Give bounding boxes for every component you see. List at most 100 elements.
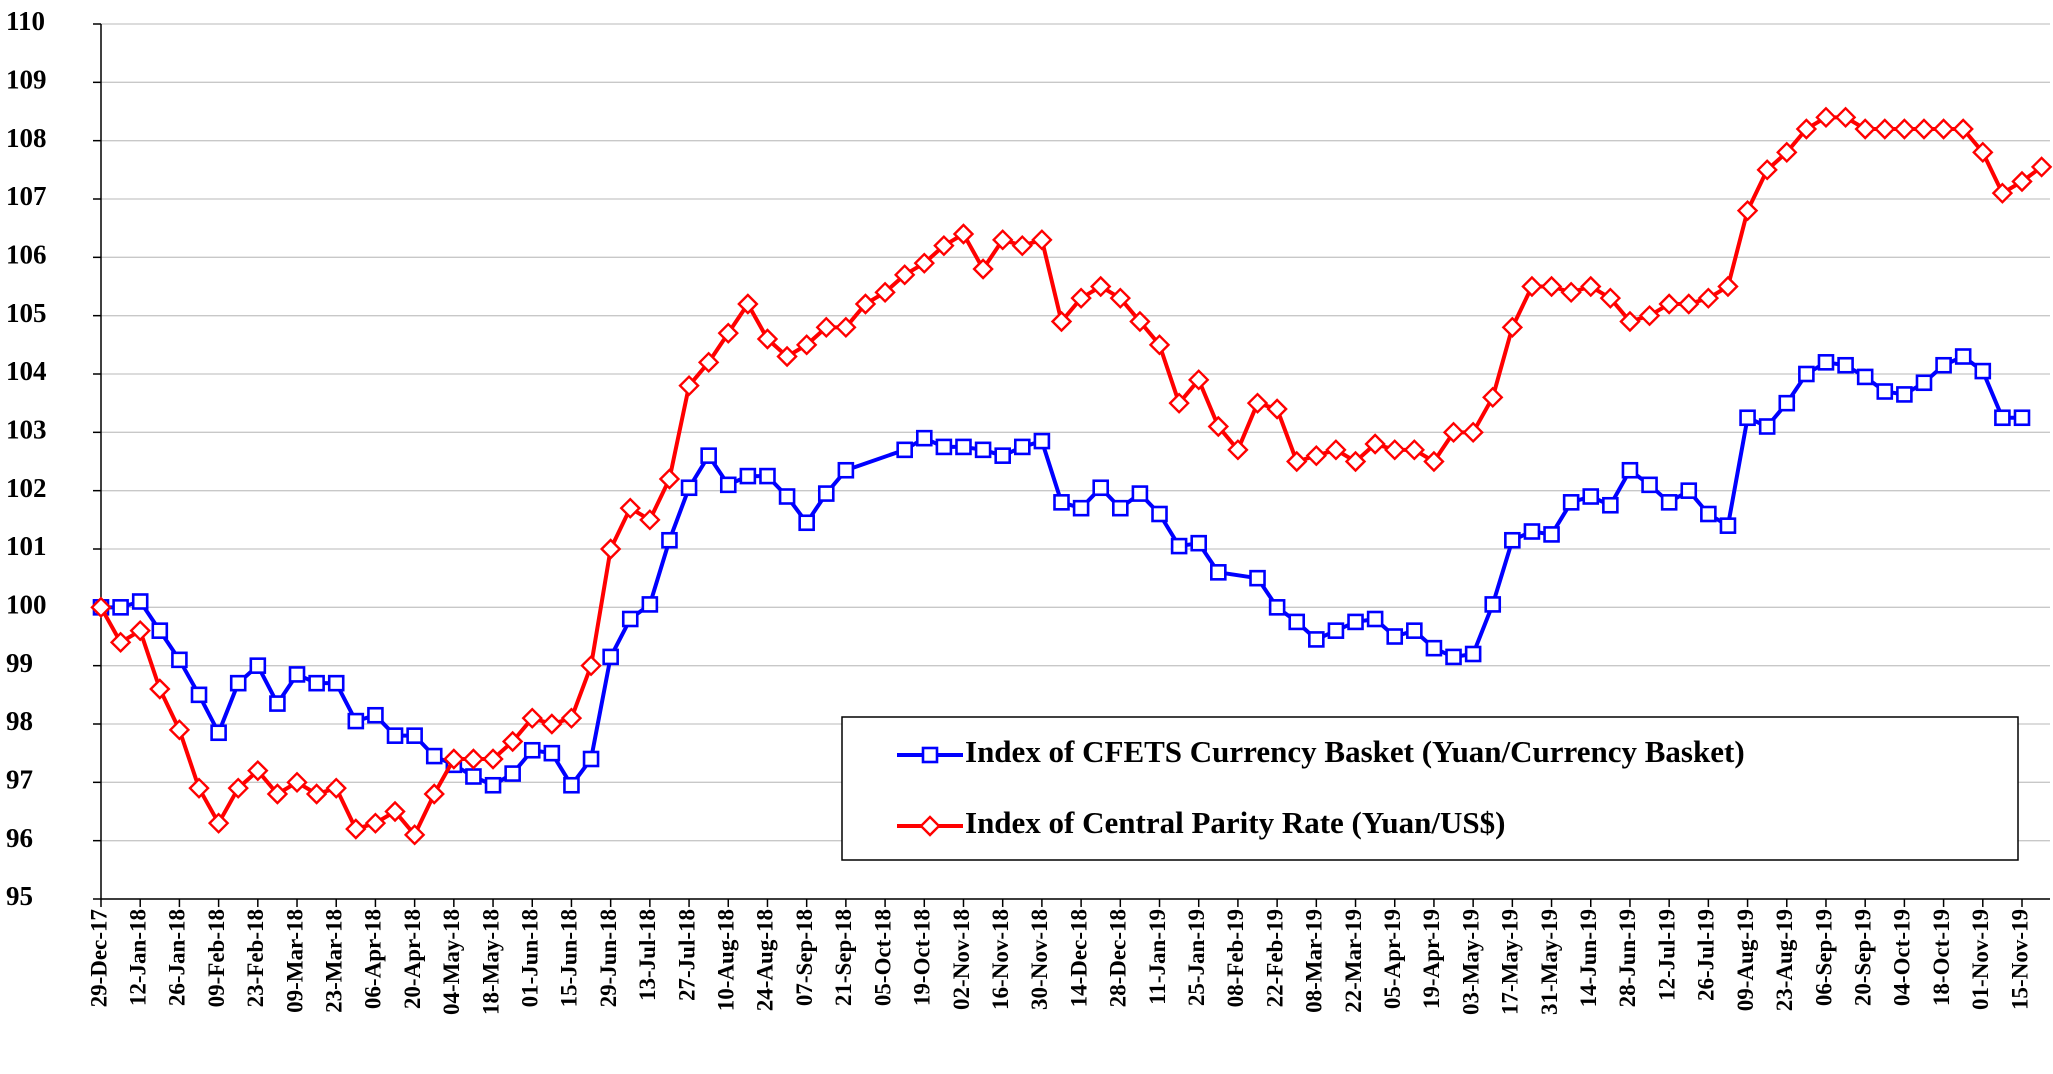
data-point bbox=[1131, 485, 1149, 502]
x-tick-label: 31-May-19 bbox=[1537, 909, 1562, 1015]
x-tick-label: 18-Oct-19 bbox=[1929, 909, 1954, 1006]
data-point bbox=[974, 441, 992, 459]
x-tick-label: 09-Aug-19 bbox=[1733, 909, 1758, 1011]
x-tick-label: 15-Jun-18 bbox=[557, 909, 582, 1007]
data-point bbox=[1974, 362, 1992, 380]
x-tick-label: 11-Jan-19 bbox=[1145, 909, 1170, 1005]
data-point bbox=[1658, 293, 1680, 315]
data-point bbox=[308, 674, 325, 692]
data-point bbox=[1148, 334, 1171, 356]
data-point bbox=[1090, 275, 1112, 298]
data-point bbox=[737, 293, 759, 315]
data-point bbox=[501, 730, 524, 753]
data-point bbox=[913, 252, 935, 274]
data-point bbox=[756, 328, 779, 350]
data-point bbox=[776, 345, 798, 368]
data-point bbox=[817, 485, 835, 502]
data-point bbox=[915, 429, 933, 447]
data-point bbox=[1719, 517, 1737, 534]
y-tick-label: 98 bbox=[6, 706, 33, 736]
data-point bbox=[1050, 310, 1073, 333]
data-point bbox=[952, 223, 975, 245]
data-point bbox=[345, 818, 367, 840]
data-point bbox=[1033, 432, 1051, 450]
data-point bbox=[327, 674, 345, 692]
data-point bbox=[1932, 118, 1955, 140]
data-point bbox=[1266, 398, 1288, 420]
x-tick-label: 13-Jul-18 bbox=[635, 909, 660, 1001]
data-point bbox=[1286, 450, 1308, 473]
data-point bbox=[1406, 622, 1423, 639]
data-point bbox=[700, 447, 717, 464]
data-point bbox=[1817, 354, 1835, 371]
x-tick-label: 12-Jan-18 bbox=[125, 909, 150, 1006]
y-tick-label: 95 bbox=[6, 881, 33, 911]
y-tick-label: 97 bbox=[6, 765, 33, 795]
x-tick-label: 10-Aug-18 bbox=[714, 909, 739, 1011]
data-point bbox=[680, 479, 698, 497]
data-point bbox=[90, 596, 112, 619]
data-point bbox=[1053, 494, 1070, 511]
data-point bbox=[227, 777, 249, 799]
data-point bbox=[563, 776, 580, 794]
data-point bbox=[1442, 421, 1465, 444]
data-point bbox=[109, 631, 132, 654]
data-point bbox=[1151, 505, 1168, 523]
data-point bbox=[1464, 645, 1482, 663]
x-tick-label: 04-May-18 bbox=[439, 909, 464, 1015]
data-point bbox=[266, 783, 289, 805]
x-tick-label: 26-Jan-18 bbox=[165, 909, 190, 1006]
data-point bbox=[1210, 564, 1227, 581]
data-point bbox=[1972, 141, 1994, 164]
x-tick-label: 14-Dec-18 bbox=[1066, 909, 1091, 1007]
data-point bbox=[658, 468, 681, 490]
data-point bbox=[367, 706, 384, 724]
legend-marker bbox=[919, 815, 941, 837]
data-point bbox=[2013, 409, 2031, 427]
data-point bbox=[1756, 159, 1778, 181]
data-point bbox=[678, 374, 700, 397]
x-tick-label: 06-Sep-19 bbox=[1811, 909, 1836, 1006]
data-point bbox=[521, 707, 543, 729]
x-tick-label: 22-Feb-19 bbox=[1262, 909, 1287, 1007]
data-point bbox=[955, 438, 972, 456]
data-point bbox=[1207, 415, 1230, 438]
data-point bbox=[305, 783, 328, 805]
data-point bbox=[1170, 537, 1188, 555]
x-tick-label: 05-Oct-18 bbox=[870, 909, 895, 1006]
x-tick-label: 22-Mar-19 bbox=[1341, 909, 1366, 1013]
data-point bbox=[465, 768, 482, 785]
data-point bbox=[1445, 648, 1462, 666]
data-point bbox=[423, 783, 445, 805]
x-tick-label: 17-May-19 bbox=[1498, 909, 1523, 1015]
data-point bbox=[1874, 118, 1896, 140]
data-point bbox=[1935, 356, 1952, 374]
data-point bbox=[325, 777, 347, 799]
legend-box bbox=[841, 716, 2019, 861]
series-line bbox=[99, 115, 2043, 837]
data-point bbox=[384, 800, 406, 823]
y-tick-label: 107 bbox=[6, 181, 47, 211]
data-point bbox=[425, 747, 443, 765]
data-point bbox=[739, 467, 757, 485]
data-point bbox=[171, 651, 188, 669]
data-point bbox=[386, 727, 404, 744]
data-point bbox=[1582, 488, 1600, 505]
data-point bbox=[1778, 394, 1796, 412]
data-point bbox=[1364, 433, 1386, 455]
data-point bbox=[1523, 523, 1541, 540]
data-point bbox=[1308, 631, 1325, 648]
data-point bbox=[1484, 596, 1502, 613]
x-tick-label: 20-Sep-19 bbox=[1850, 909, 1875, 1006]
data-point bbox=[1109, 287, 1131, 309]
y-tick-label: 103 bbox=[6, 415, 47, 445]
data-point bbox=[1246, 392, 1269, 414]
x-tick-label: 23-Aug-19 bbox=[1772, 909, 1797, 1011]
data-point bbox=[249, 657, 267, 674]
data-point bbox=[1521, 275, 1543, 298]
legend-marker bbox=[921, 746, 939, 764]
data-point bbox=[1638, 304, 1661, 327]
data-point bbox=[1425, 639, 1443, 657]
data-point bbox=[1011, 234, 1033, 257]
data-point bbox=[1423, 450, 1445, 473]
